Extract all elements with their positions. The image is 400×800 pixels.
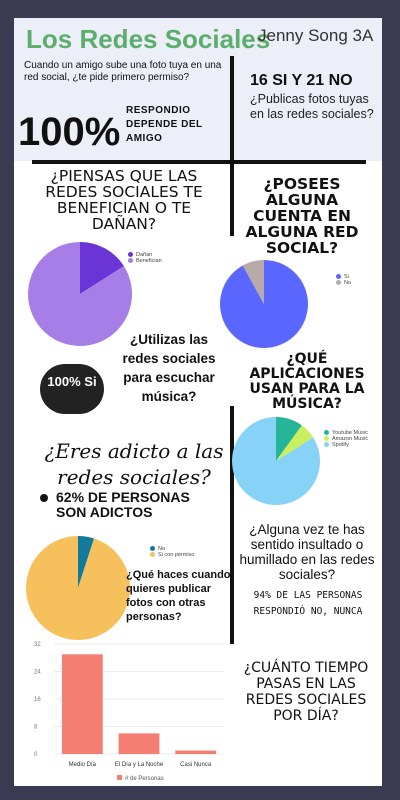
benefit-question: ¿PIENSAS QUE LAS REDES SOCIALES TE BENEF… bbox=[45, 167, 203, 233]
legend-youtube-music: Youtube Music bbox=[324, 430, 368, 436]
horizontal-divider bbox=[32, 160, 366, 164]
y-tick-label: 0 bbox=[34, 752, 38, 758]
bar-el-día-y-la-noche bbox=[118, 733, 160, 754]
bar-casi-nunca bbox=[175, 750, 217, 754]
pie-slice-benefician bbox=[28, 242, 133, 346]
pie-slice-si-con-permiso bbox=[25, 536, 130, 640]
pie-slice-no bbox=[242, 260, 264, 304]
legend-benefician: Benefician bbox=[128, 258, 162, 264]
music-question: ¿Utilizas las redes sociales para escuch… bbox=[122, 332, 216, 404]
bar-medio-día bbox=[61, 654, 103, 754]
y-tick-label: 32 bbox=[34, 642, 41, 648]
photos-question: ¿Qué haces cuando quieres publicar fotos… bbox=[126, 569, 231, 623]
account-question: ¿POSEES ALGUNA CUENTA EN ALGUNA RED SOCI… bbox=[245, 175, 359, 257]
permission-percent: 100% bbox=[18, 110, 121, 154]
legend-swatch bbox=[324, 430, 329, 436]
y-tick-label: 8 bbox=[34, 725, 38, 731]
legend-no: No bbox=[336, 280, 351, 286]
legend-danan: Dañan bbox=[128, 252, 162, 258]
pie-slice-spotify bbox=[232, 417, 320, 505]
benefit-legend: Dañan Benefician bbox=[128, 252, 162, 264]
music-badge: 100% Si bbox=[40, 364, 104, 414]
account-pie-chart bbox=[220, 260, 308, 348]
vertical-divider-top bbox=[230, 56, 234, 236]
pie-slice-dañan bbox=[80, 242, 124, 294]
photos-legend: No Si con permiso bbox=[150, 546, 194, 558]
y-tick-label: 16 bbox=[34, 697, 41, 703]
permission-answer: RESPONDIO DEPENDE DEL AMIGO bbox=[126, 105, 203, 144]
photos-pie-chart bbox=[25, 536, 130, 640]
x-tick-label: Casi Nunca bbox=[180, 762, 212, 768]
legend-swatch bbox=[150, 546, 155, 552]
infographic: Los Redes Sociales Jenny Song 3A Cuando … bbox=[14, 18, 382, 786]
legend-swatch bbox=[128, 252, 133, 258]
time-bar-chart: 0 8 16 24 32 Medio Día El Día y La Noche Casi N… bbox=[34, 642, 224, 782]
legend-si-con-permiso: Si con permiso bbox=[150, 552, 194, 558]
legend-si: Si bbox=[336, 274, 351, 280]
permission-question: Cuando un amigo sube una foto tuya en un… bbox=[24, 60, 222, 83]
legend-series-label: # de Personas bbox=[125, 776, 164, 782]
addict-stat: 62% DE PERSONAS SON ADICTOS bbox=[56, 489, 190, 520]
publish-result: 16 SI Y 21 NO bbox=[250, 72, 353, 89]
legend-swatch bbox=[324, 442, 329, 448]
insult-question: ¿Alguna vez te has sentido insultado o h… bbox=[239, 522, 375, 582]
legend-no-photos: No bbox=[150, 546, 194, 552]
benefit-pie-chart bbox=[28, 242, 133, 346]
legend-swatch bbox=[336, 274, 341, 280]
legend-swatch bbox=[150, 552, 155, 558]
apps-question: ¿QUÉ APLICACIONES USAN PARA LA MÚSICA? bbox=[249, 351, 365, 412]
publish-question: ¿Publicas fotos tuyas en las redes socia… bbox=[250, 92, 374, 121]
vertical-divider-bottom bbox=[230, 406, 234, 644]
apps-pie-chart bbox=[232, 417, 320, 505]
y-tick-label: 24 bbox=[34, 670, 41, 676]
legend-swatch bbox=[336, 280, 341, 286]
insult-answer: 94% DE LAS PERSONAS RESPONDIÓ NO, NUNCA bbox=[253, 590, 363, 617]
account-legend: Si No bbox=[336, 274, 351, 286]
x-tick-label: El Día y La Noche bbox=[115, 762, 164, 768]
legend-spotify: Spotify bbox=[324, 442, 368, 448]
pie-slice-youtube-music bbox=[276, 417, 302, 461]
legend-amazon-music: Amazon Music bbox=[324, 436, 368, 442]
page-title: Los Redes Sociales bbox=[26, 24, 271, 54]
pie-slice-no bbox=[78, 536, 95, 588]
bullet-dot bbox=[40, 494, 48, 502]
header-band bbox=[14, 18, 382, 161]
pie-slice-amazon-music bbox=[276, 425, 314, 461]
x-tick-label: Medio Día bbox=[69, 762, 97, 768]
time-question: ¿CUÁNTO TIEMPO PASAS EN LAS REDES SOCIAL… bbox=[243, 660, 369, 724]
author-name: Jenny Song 3A bbox=[258, 26, 374, 45]
legend-swatch bbox=[324, 436, 329, 442]
apps-legend: Youtube Music Amazon Music Spotify bbox=[324, 430, 368, 448]
addict-question: ¿Eres adicto a las redes sociales? bbox=[44, 439, 224, 489]
legend-swatch bbox=[117, 775, 122, 780]
legend-swatch bbox=[128, 258, 133, 264]
